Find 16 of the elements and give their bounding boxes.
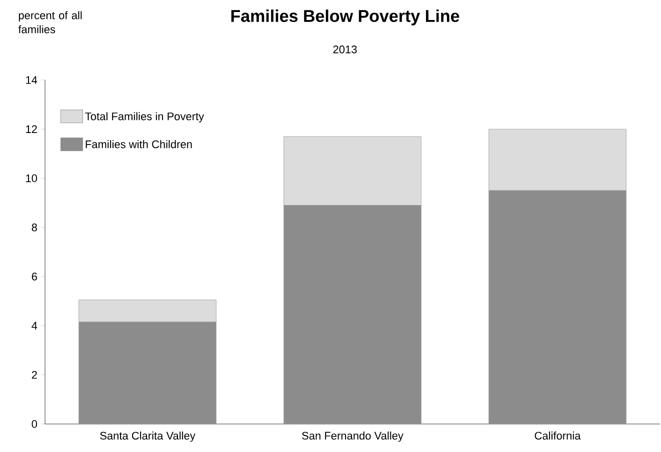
y-tick-label: 8 [32, 224, 37, 232]
chart-title: Families Below Poverty Line [231, 10, 460, 26]
y-tick-label: 6 [32, 272, 37, 280]
x-tick-label: Santa Clarita Valley [100, 432, 196, 442]
y-tick-label: 2 [32, 371, 37, 379]
y-tick-label: 4 [32, 322, 38, 330]
legend-label: Total Families in Poverty [85, 112, 204, 122]
chart-subtitle: 2013 [333, 46, 357, 54]
y-axis-title: percent of all families [18, 11, 82, 34]
y-tick-label: 12 [26, 125, 37, 133]
x-tick-label: San Fernando Valley [302, 432, 404, 442]
y-tick-label: 0 [32, 420, 38, 428]
y-tick-label: 14 [26, 76, 38, 84]
x-tick-label: California [534, 432, 581, 440]
y-tick-label: 10 [26, 174, 38, 182]
legend-label: Families with Children [86, 140, 192, 148]
